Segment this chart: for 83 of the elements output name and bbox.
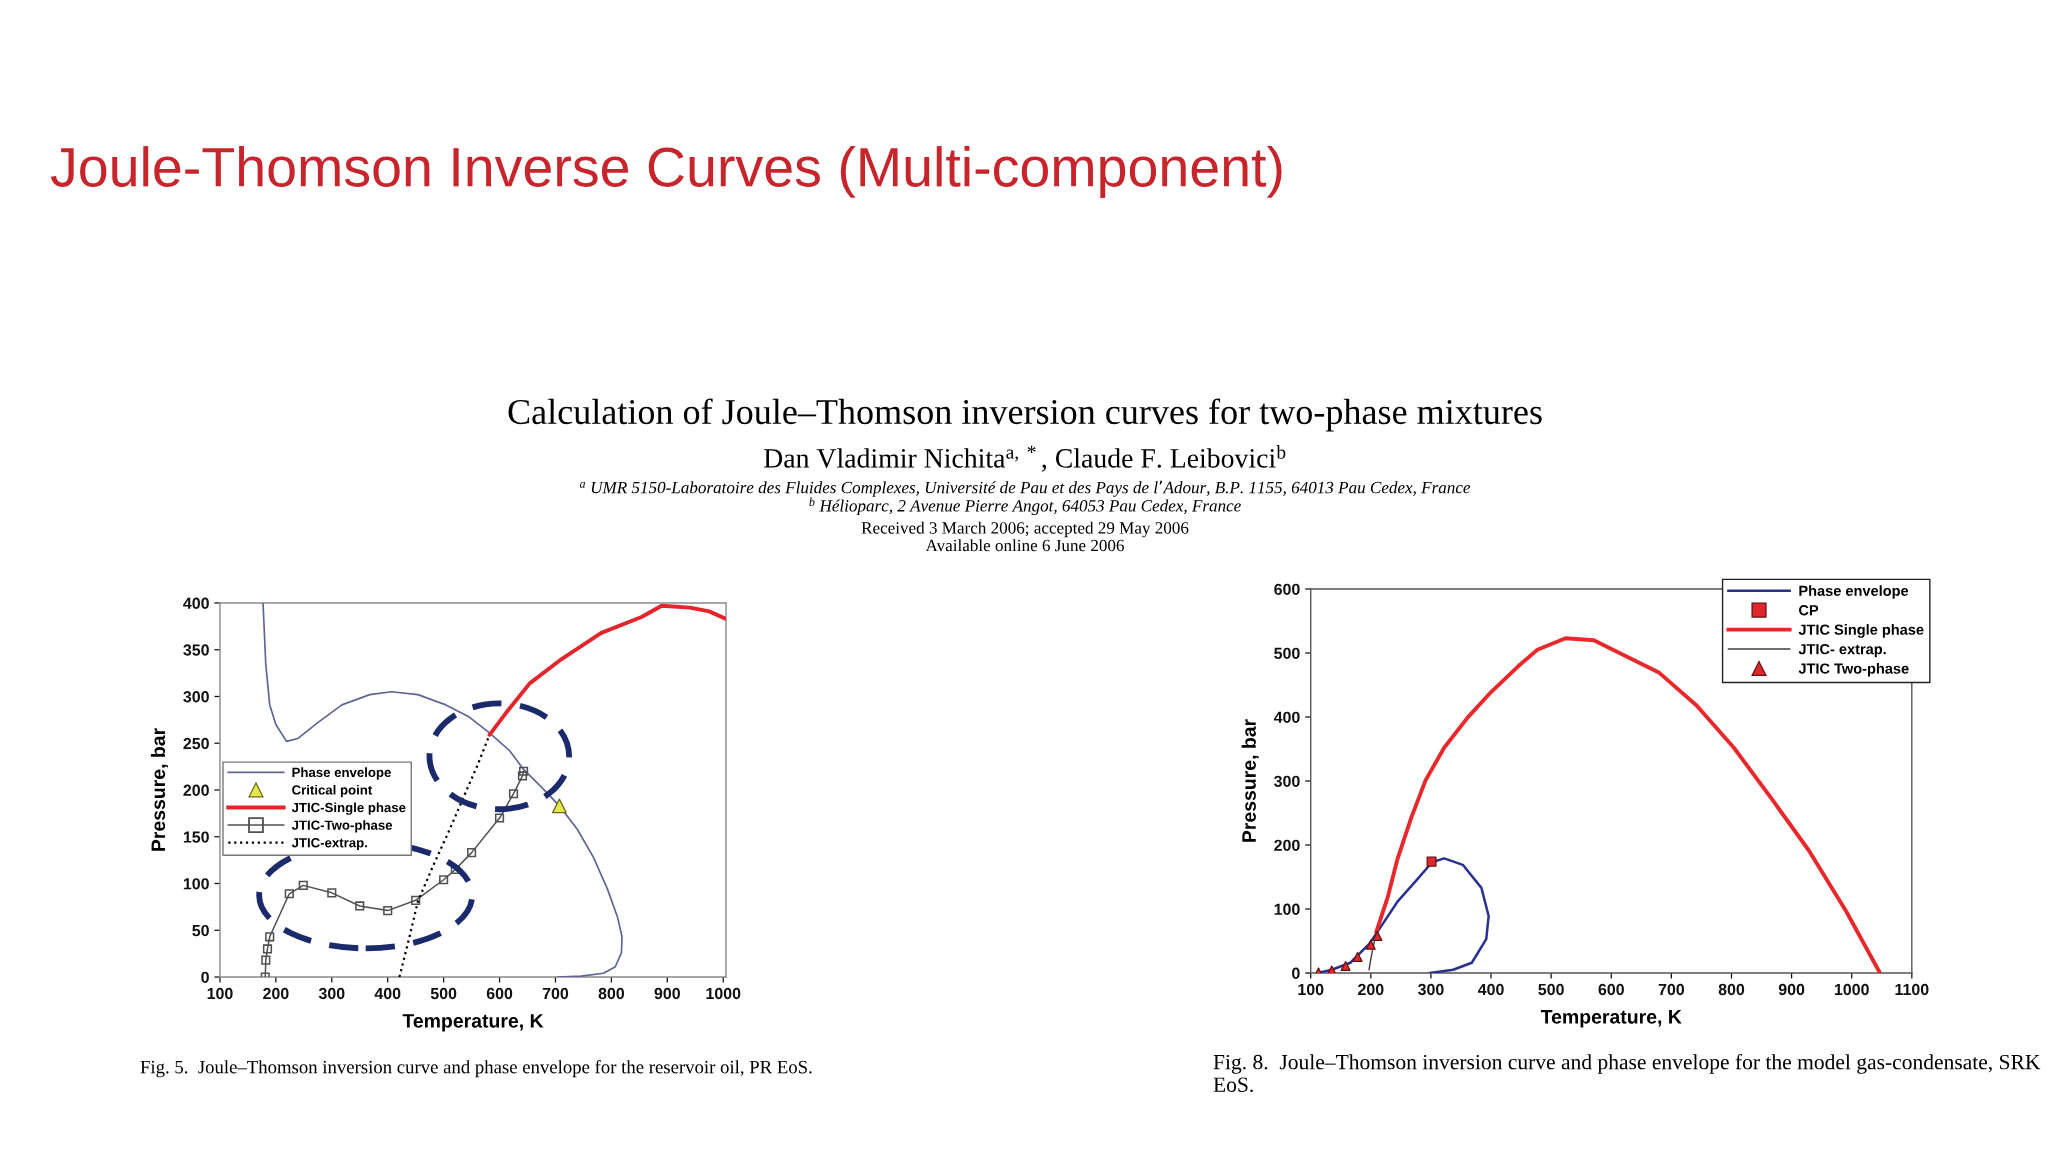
x-tick-label: 900 (1778, 983, 1805, 996)
text: Joule-Thomson Inverse Curves (Multi-component) (50, 146, 1282, 198)
y-tick-label: 500 (1274, 647, 1300, 659)
y-tick-label: 400 (1273, 711, 1300, 723)
x-tick-label: 800 (598, 987, 625, 1000)
x-tick-label: 300 (318, 987, 345, 1000)
x-axis-title: Temperature, K (1540, 1010, 1682, 1028)
y-tick-label: 300 (1274, 775, 1300, 787)
point (494, 813, 505, 823)
x-tick-label: 400 (1477, 983, 1504, 996)
point (467, 848, 477, 858)
y-tick-label: 200 (1274, 839, 1300, 851)
x-tick-label: 500 (1538, 983, 1564, 996)
legend-label: JTIC-Two-phase (291, 820, 393, 833)
x-tick-label: 500 (430, 987, 457, 1000)
legend-label: Critical point (292, 784, 373, 798)
legend-label: JTIC-extrap. (291, 838, 367, 851)
text: Calculation of Joule–Thomson inversion curves for two-phase mixtures (508, 398, 1542, 432)
point (1352, 951, 1363, 962)
point (1365, 939, 1376, 950)
caption: Fig. 5. Joule–Thomson inversion curve and phase envelope for the reservoir oil, PR EoS. (140, 1060, 812, 1078)
y-tick-label: 100 (183, 878, 209, 890)
x-tick-label: 100 (1298, 983, 1324, 996)
x-tick-label: 700 (1658, 983, 1685, 996)
y-tick-label: 100 (1274, 903, 1300, 915)
x-tick-label: 800 (1718, 983, 1745, 996)
y-tick-label: 0 (1292, 967, 1300, 979)
point (508, 789, 519, 799)
point (517, 771, 528, 781)
point (439, 875, 449, 885)
x-tick-label: 600 (486, 987, 513, 1000)
text: $^{b}$ Hélioparc, 2 Avenue Pierre Angot, 64053 Pau Cedex, France (809, 497, 1241, 516)
legend-label: JTIC-Single phase (291, 802, 406, 815)
line-series (487, 603, 727, 737)
legend-label: JTIC Two-phase (1798, 663, 1909, 677)
x-tick-label: 700 (542, 987, 569, 1000)
x-tick-label: 400 (374, 987, 401, 1000)
x-tick-label: 300 (1417, 983, 1444, 996)
text: Available online 6 June 2006 (925, 539, 1124, 552)
point (1340, 960, 1351, 971)
legend-label: Phase envelope (1799, 585, 1909, 599)
x-tick-label: 200 (263, 987, 289, 1000)
point (551, 798, 567, 814)
x-tick-label: 1000 (1834, 983, 1869, 996)
y-tick-label: 50 (192, 924, 209, 937)
legend-label: Phase envelope (292, 767, 391, 780)
x-tick-label: 900 (654, 987, 680, 1000)
y-tick-label: 200 (183, 784, 209, 796)
x-tick-label: 200 (1358, 983, 1384, 996)
x-axis-title: Temperature, K (402, 1014, 544, 1032)
point (1426, 856, 1437, 867)
point (262, 944, 273, 954)
caption: Fig. 8. Joule–Thomson inversion curve and phase envelope for the model gas-condensate, SRK EoS. (1213, 1054, 2041, 1093)
y-axis-title: Pressure, bar (150, 728, 168, 851)
x-tick-label: 600 (1598, 983, 1624, 996)
legend-label: JTIC- extrap. (1798, 643, 1886, 658)
point (298, 880, 308, 890)
legend-label: CP (1799, 605, 1819, 616)
point (383, 906, 393, 916)
legend-label: JTIC Single phase (1798, 624, 1924, 638)
line-series (262, 602, 623, 978)
x-tick-label: 1100 (1895, 983, 1929, 996)
point (265, 932, 275, 942)
point (327, 888, 337, 898)
y-tick-label: 150 (183, 831, 209, 843)
y-tick-label: 600 (1274, 583, 1300, 595)
text: Received 3 March 2006; accepted 29 May 2006 (861, 521, 1189, 538)
point (411, 895, 421, 905)
text: $^{a}$ UMR 5150-Laboratoire des Fluides Complexes, Université de Pau et des Pays de l’Adour, B.P. 1155, 64013 Pau Cedex, France (579, 480, 1471, 497)
point (519, 766, 529, 776)
y-tick-label: 300 (183, 691, 209, 703)
point (355, 901, 365, 911)
y-tick-label: 0 (201, 971, 209, 983)
point (284, 889, 294, 899)
x-tick-label: 1000 (706, 987, 741, 1000)
x-tick-label: 100 (207, 987, 233, 1000)
point (1372, 930, 1383, 941)
text: Dan Vladimir Nichita$^{a,*}$, Claude F. Leibovici$^{b}$ (764, 445, 1286, 472)
y-tick-label: 400 (183, 597, 209, 609)
point (261, 955, 271, 965)
y-tick-label: 250 (183, 737, 209, 750)
y-tick-label: 350 (183, 644, 209, 656)
y-axis-title: Pressure, bar (1241, 719, 1259, 842)
